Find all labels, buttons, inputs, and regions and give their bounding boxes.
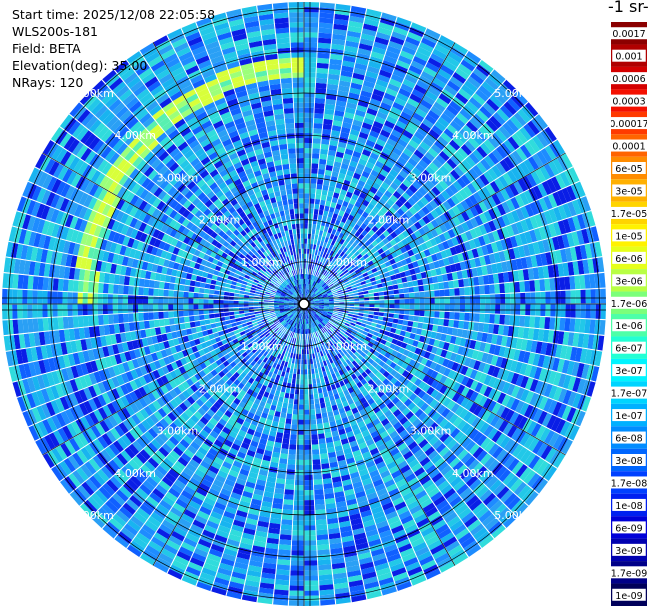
colorbar-tick-label: 3e-05 [615, 186, 642, 197]
colorbar-tick-label: 6e-08 [615, 434, 642, 445]
colorbar-tick-label: 1e-06 [615, 321, 642, 332]
colorbar-tick-label: 6e-07 [615, 344, 642, 355]
range-ring-label: 3.00km [410, 425, 452, 438]
range-ring-label: 4.00km [114, 467, 156, 480]
range-ring-label: 4.00km [452, 129, 494, 142]
colorbar-tick-label: 1.7e-09 [611, 568, 647, 579]
ppi-scan-plot: 1.00km 1.00km 1.00km 1.00km 2.00km 2.00km 2.00… [0, 0, 608, 610]
range-ring-label: 1.00km [325, 340, 367, 353]
scan-info-panel: Start time: 2025/12/08 22:05:58 WLS200s-… [12, 6, 215, 91]
colorbar-tick-label: 0.00017 [611, 119, 647, 130]
colorbar-tick-label: 0.0003 [612, 97, 645, 108]
range-ring-label: 3.00km [157, 171, 199, 184]
colorbar-units-label: -1 sr- [608, 0, 649, 16]
range-ring-label: 1.00km [325, 256, 367, 269]
range-ring-label: 3.00km [157, 425, 199, 438]
colorbar-tick-label: 0.0001 [612, 142, 645, 153]
range-ring-label: 3.00km [410, 171, 452, 184]
range-ring-label: 2.00km [368, 382, 410, 395]
colorbar-tick-label: 1.7e-08 [611, 478, 647, 489]
colorbar-tick-label: 3e-07 [615, 366, 642, 377]
colorbar-tick-label: 1.7e-07 [611, 389, 647, 400]
colorbar-tick-label: 1e-05 [615, 231, 642, 242]
colorbar-tick-label: 0.0017 [612, 29, 645, 40]
range-ring-label: 1.00km [241, 340, 283, 353]
range-ring-label: 5.00km [494, 87, 536, 100]
start-time-label: Start time: 2025/12/08 22:05:58 [12, 6, 215, 23]
radar-center-marker [299, 299, 309, 309]
colorbar-tick-label: 3e-09 [615, 546, 642, 557]
colorbar-tick-label: 1.7e-05 [611, 209, 647, 220]
range-ring-label: 2.00km [368, 214, 410, 227]
colorbar: 0.0017 0.001 0.0006 0.0003 0.00017 0.0001 6e-0… [611, 22, 647, 606]
colorbar-tick-label: 6e-09 [615, 523, 642, 534]
range-ring-label: 4.00km [452, 467, 494, 480]
colorbar-tick-label: 0.001 [615, 52, 642, 63]
colorbar-tick-label: 1e-07 [615, 411, 642, 422]
elevation-label: Elevation(deg): 35.00 [12, 57, 215, 74]
range-ring-label: 2.00km [199, 214, 241, 227]
colorbar-tick-label: 6e-05 [615, 164, 642, 175]
colorbar-tick-label: 1.7e-06 [611, 299, 647, 310]
nrays-label: NRays: 120 [12, 74, 215, 91]
instrument-label: WLS200s-181 [12, 23, 215, 40]
range-ring-label: 5.00km [494, 509, 536, 522]
colorbar-tick-label: 1e-08 [615, 501, 642, 512]
colorbar-tick-label: 6e-06 [615, 254, 642, 265]
colorbar-tick-label: 1e-09 [615, 591, 642, 602]
range-ring-label: 5.00km [72, 509, 114, 522]
range-ring-label: 4.00km [114, 129, 156, 142]
colorbar-tick-label: 3e-08 [615, 456, 642, 467]
colorbar-tick-label: 0.0006 [612, 74, 645, 85]
field-label: Field: BETA [12, 40, 215, 57]
colorbar-tick-label: 3e-06 [615, 276, 642, 287]
range-ring-label: 1.00km [241, 256, 283, 269]
range-ring-label: 2.00km [199, 382, 241, 395]
